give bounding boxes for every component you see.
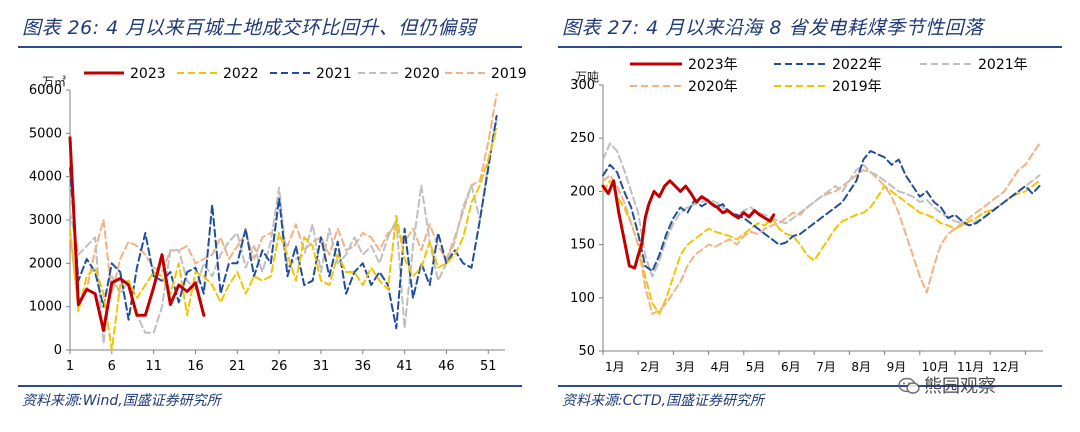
series-line-2023 bbox=[601, 179, 776, 270]
x-tick-label: 9月 bbox=[887, 360, 907, 374]
legend-label: 2023年 bbox=[688, 57, 738, 73]
y-unit-label: 万㎡ bbox=[42, 75, 66, 89]
x-tick-label: 11月 bbox=[957, 360, 984, 374]
figure-panel-right: 图表 27: 4 月以来沿海 8 省发电耗煤季节性回落 万吨 50 100 150 20… bbox=[540, 0, 1080, 432]
series-line-2023 bbox=[68, 136, 206, 332]
source-note: 资料来源:Wind,国盛证券研究所 bbox=[22, 393, 221, 409]
series-line-2019 bbox=[69, 93, 498, 308]
x-tick-label: 5月 bbox=[746, 360, 766, 374]
figure-panel-left: 图表 26: 4 月以来百城土地成交环比回升、但仍偏弱 万㎡ 0 1000 2000 3… bbox=[18, 17, 527, 409]
watermark: 熊园观察 bbox=[898, 372, 996, 398]
legend-label: 2020年 bbox=[688, 79, 738, 95]
figure-title: 图表 26: 4 月以来百城土地成交环比回升、但仍偏弱 bbox=[22, 17, 477, 39]
figure-title: 图表 27: 4 月以来沿海 8 省发电耗煤季节性回落 bbox=[562, 17, 984, 39]
y-tick-label: 300 bbox=[570, 78, 595, 93]
coal-consumption-chart: 万吨 50 100 150 200 250 300 1月 2月 3月 4月 5月 6月 7月 8月 9月 10月… bbox=[570, 57, 1043, 374]
y-tick-label: 250 bbox=[570, 131, 595, 146]
x-tick-label: 6月 bbox=[781, 360, 801, 374]
y-unit-label: 万吨 bbox=[575, 70, 599, 84]
y-tick-label: 2000 bbox=[29, 256, 62, 271]
source-rule bbox=[18, 385, 522, 387]
legend-label: 2019年 bbox=[832, 79, 882, 95]
x-tick-label: 6 bbox=[108, 359, 116, 374]
series-line-2021 bbox=[602, 142, 1041, 278]
legend-label: 2023 bbox=[130, 66, 166, 82]
y-tick-label: 3000 bbox=[29, 213, 62, 228]
legend-label: 2022 bbox=[223, 66, 259, 82]
x-tick-label: 10月 bbox=[922, 360, 949, 374]
x-tick-label: 11 bbox=[145, 359, 162, 374]
y-tick-label: 50 bbox=[578, 344, 595, 359]
title-rule bbox=[18, 46, 522, 48]
x-tick-label: 21 bbox=[229, 359, 246, 374]
x-tick-label: 26 bbox=[271, 359, 288, 374]
y-tick-label: 4000 bbox=[29, 170, 62, 185]
legend-label: 2020 bbox=[404, 66, 440, 82]
title-rule bbox=[558, 46, 1062, 48]
x-tick-label: 3月 bbox=[675, 360, 695, 374]
y-tick-label: 6000 bbox=[29, 83, 62, 98]
y-tick-label: 200 bbox=[570, 184, 595, 199]
y-tick-label: 0 bbox=[54, 343, 62, 358]
wechat-icon bbox=[898, 377, 920, 394]
x-tick-label: 36 bbox=[355, 359, 372, 374]
x-tick-label: 2月 bbox=[640, 360, 660, 374]
y-tick-label: 1000 bbox=[29, 300, 62, 315]
x-tick-label: 51 bbox=[480, 359, 497, 374]
legend-label: 2021 bbox=[316, 66, 352, 82]
y-tick-label: 5000 bbox=[29, 126, 62, 141]
series-line-2022 bbox=[602, 150, 1041, 273]
x-tick-label: 4月 bbox=[711, 360, 731, 374]
series-line-2020 bbox=[69, 119, 498, 345]
series-line-2021 bbox=[69, 115, 498, 330]
legend-label: 2021年 bbox=[978, 57, 1028, 73]
watermark-text: 熊园观察 bbox=[924, 376, 996, 397]
x-tick-label: 41 bbox=[396, 359, 413, 374]
x-tick-label: 31 bbox=[313, 359, 330, 374]
x-tick-label: 8月 bbox=[851, 360, 871, 374]
series-line-2022 bbox=[69, 128, 498, 351]
y-tick-label: 100 bbox=[570, 291, 595, 306]
y-tick-label: 150 bbox=[570, 238, 595, 253]
x-tick-label: 16 bbox=[187, 359, 204, 374]
x-tick-label: 7月 bbox=[816, 360, 836, 374]
legend-label: 2019 bbox=[491, 66, 527, 82]
x-tick-label: 1月 bbox=[605, 360, 625, 374]
x-tick-label: 1 bbox=[66, 359, 74, 374]
series-line-2019 bbox=[602, 179, 1041, 315]
x-tick-label: 46 bbox=[438, 359, 455, 374]
x-tick-label: 12月 bbox=[992, 360, 1019, 374]
source-note: 资料来源:CCTD,国盛证券研究所 bbox=[562, 393, 765, 409]
legend-label: 2022年 bbox=[832, 57, 882, 73]
source-rule bbox=[558, 385, 1062, 387]
